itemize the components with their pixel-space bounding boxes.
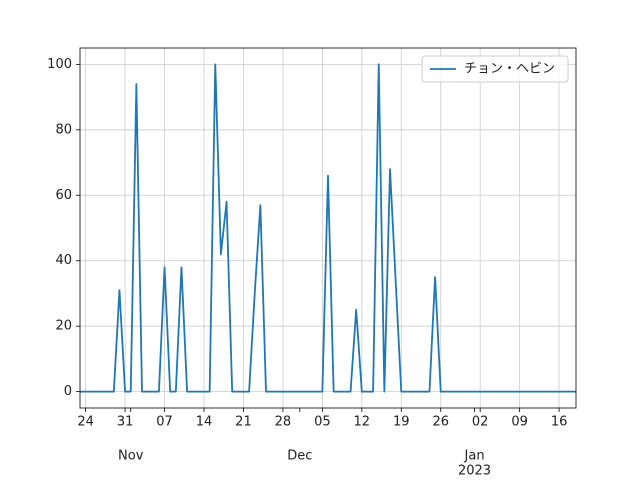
x-year-label: 2023 [458, 464, 491, 479]
data-line [80, 63, 576, 393]
x-month-label: Jan [464, 449, 485, 464]
x-tick-label: 09 [511, 415, 528, 430]
x-tick-label: 14 [196, 415, 213, 430]
plot-frame [79, 47, 577, 409]
y-tick-label: 40 [55, 253, 72, 268]
x-tick-label: 26 [432, 415, 449, 430]
x-tick-label: 02 [472, 415, 489, 430]
x-tick-label: 07 [156, 415, 173, 430]
y-tick-label: 60 [55, 188, 72, 203]
x-tick-label: 24 [77, 415, 94, 430]
legend: チョン・ヘビン [421, 55, 569, 83]
y-tick-label: 20 [55, 319, 72, 334]
x-tick-label: 05 [314, 415, 331, 430]
x-tick-label: 21 [235, 415, 252, 430]
y-tick-label: 80 [55, 122, 72, 137]
legend-label: チョン・ヘビン [464, 62, 555, 77]
x-tick-label: 16 [551, 415, 568, 430]
x-tick-label: 31 [117, 415, 134, 430]
x-month-label: Nov [118, 449, 144, 464]
x-month-label: Dec [287, 449, 312, 464]
x-tick-label: 19 [393, 415, 410, 430]
legend-box [421, 55, 569, 83]
y-tick-label: 100 [47, 57, 72, 72]
x-tick-label: 28 [275, 415, 292, 430]
x-tick-label: 12 [354, 415, 371, 430]
y-tick-label: 0 [64, 384, 72, 399]
